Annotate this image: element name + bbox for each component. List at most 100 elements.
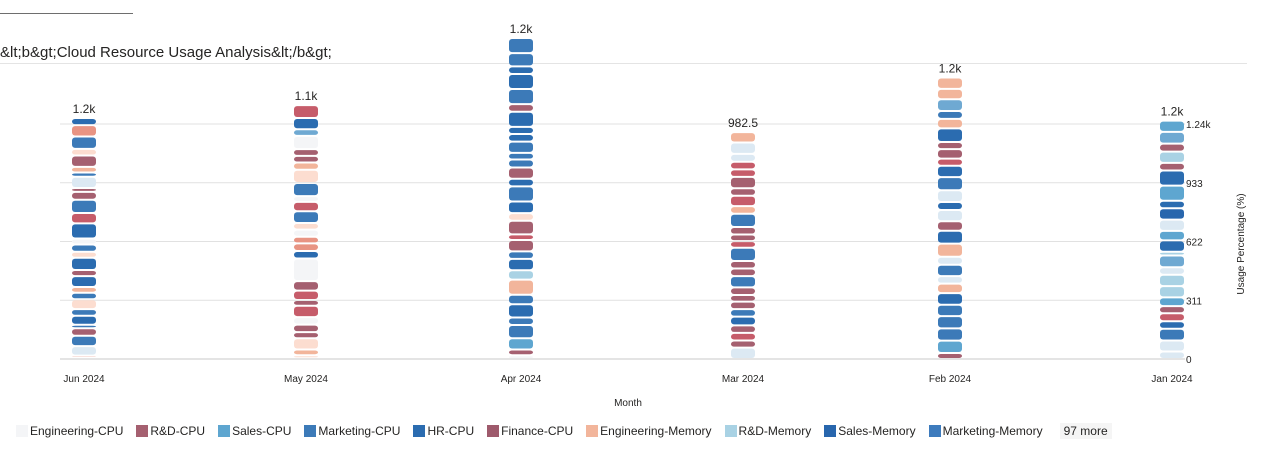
bar-segment [731, 177, 755, 188]
bar-segment [509, 356, 533, 358]
bar-segment [72, 213, 96, 223]
bar-segment [509, 105, 533, 111]
bar-segment [1160, 252, 1184, 255]
x-tick-label: Apr 2024 [501, 374, 542, 385]
bar-segment [509, 135, 533, 141]
bar-segment [731, 143, 755, 153]
bar-segment [938, 257, 962, 264]
bar-segment [938, 111, 962, 118]
bar-segment [938, 222, 962, 230]
bar-segment [294, 202, 318, 211]
legend-item[interactable]: HR-CPU [413, 424, 474, 438]
bar-segment [294, 291, 318, 300]
legend-item[interactable]: Finance-CPU [487, 424, 573, 438]
bar-segment [1160, 322, 1184, 328]
bar-segment [1160, 307, 1184, 313]
bar-segment [294, 136, 318, 149]
legend-swatch [586, 425, 599, 437]
bar-segment [731, 288, 755, 294]
legend-label: Sales-Memory [838, 424, 916, 438]
bar-segment [938, 265, 962, 276]
bar-segment [731, 133, 755, 142]
bar-segment [1160, 275, 1184, 286]
bar-segment [72, 288, 96, 292]
bar-segment [509, 153, 533, 159]
legend-item[interactable]: Sales-CPU [218, 424, 291, 438]
bar-segment [72, 300, 96, 309]
legend-item[interactable]: Engineering-CPU [16, 424, 123, 438]
legend-label: Marketing-Memory [942, 424, 1043, 438]
bar-segment [509, 160, 533, 167]
bar-segment [938, 166, 962, 177]
y-axis-title: Usage Percentage (%) [1236, 193, 1247, 294]
bar-segment [72, 277, 96, 287]
bar-segment [731, 348, 755, 358]
bar-segment [294, 183, 318, 196]
legend-item[interactable]: Marketing-CPU [304, 424, 400, 438]
total-data-label: 982.5 [728, 116, 758, 130]
bar-segment [509, 305, 533, 317]
legend-item[interactable]: Sales-Memory [824, 424, 916, 438]
bar-segment [1160, 220, 1184, 230]
bar-segment [72, 329, 96, 335]
bar-segment [509, 90, 533, 104]
bar-segment [938, 142, 962, 149]
bar-segment [509, 127, 533, 134]
legend-label: R&D-Memory [738, 424, 812, 438]
bar-segment [509, 325, 533, 338]
bar-segment [294, 301, 318, 305]
bar-segment [72, 245, 96, 251]
legend-swatch [824, 425, 837, 437]
bar-segment [509, 202, 533, 213]
bar-segment [1160, 152, 1184, 162]
x-tick-label: Mar 2024 [722, 374, 765, 385]
x-tick-label: Jan 2024 [1151, 374, 1193, 385]
bar-segment [938, 284, 962, 293]
bar-segment [1160, 329, 1184, 340]
legend-swatch [928, 425, 941, 437]
bar-segment [731, 295, 755, 301]
legend-item[interactable]: Marketing-Memory [928, 424, 1043, 438]
bar-segment [509, 221, 533, 234]
bar-segment [509, 295, 533, 304]
bar-segment [1160, 144, 1184, 151]
legend-swatch [218, 425, 231, 437]
total-data-label: 1.1k [295, 89, 319, 103]
bar-segment [731, 277, 755, 287]
bar-segment [72, 271, 96, 276]
legend-item[interactable]: R&D-Memory [724, 424, 812, 438]
bar-segment [294, 212, 318, 222]
bar-segment [1160, 352, 1184, 358]
bar-segment [938, 78, 962, 88]
total-data-label: 1.2k [73, 102, 97, 116]
x-tick-label: May 2024 [284, 374, 328, 385]
bar-segment [509, 54, 533, 66]
bar-segment [509, 214, 533, 220]
bar-segment [938, 210, 962, 221]
bar-segment [509, 280, 533, 294]
legend-label: Engineering-Memory [600, 424, 712, 438]
bar-segment [938, 317, 962, 328]
legend-label: R&D-CPU [150, 424, 206, 438]
bar-segment [938, 231, 962, 243]
legend-item[interactable]: R&D-CPU [136, 424, 205, 438]
bar-segment [72, 252, 96, 257]
bar-segment [731, 227, 755, 234]
bar-segment [294, 356, 318, 358]
bar-segment [72, 167, 96, 172]
total-data-label: 1.2k [510, 22, 534, 36]
legend-more-button[interactable]: 97 more [1059, 423, 1112, 439]
bar-segment [72, 200, 96, 212]
x-tick-label: Feb 2024 [929, 374, 972, 385]
bar-segment [294, 333, 318, 338]
bar-segment [1160, 314, 1184, 321]
legend-swatch [304, 425, 317, 437]
y-tick-label: 933 [1186, 179, 1203, 190]
bar-segment [731, 162, 755, 169]
legend-label: Marketing-CPU [318, 424, 401, 438]
bar-segment [72, 316, 96, 324]
bar-segment [938, 353, 962, 358]
bar-segment [294, 325, 318, 332]
bar-segment [731, 207, 755, 213]
legend-item[interactable]: Engineering-Memory [586, 424, 712, 438]
